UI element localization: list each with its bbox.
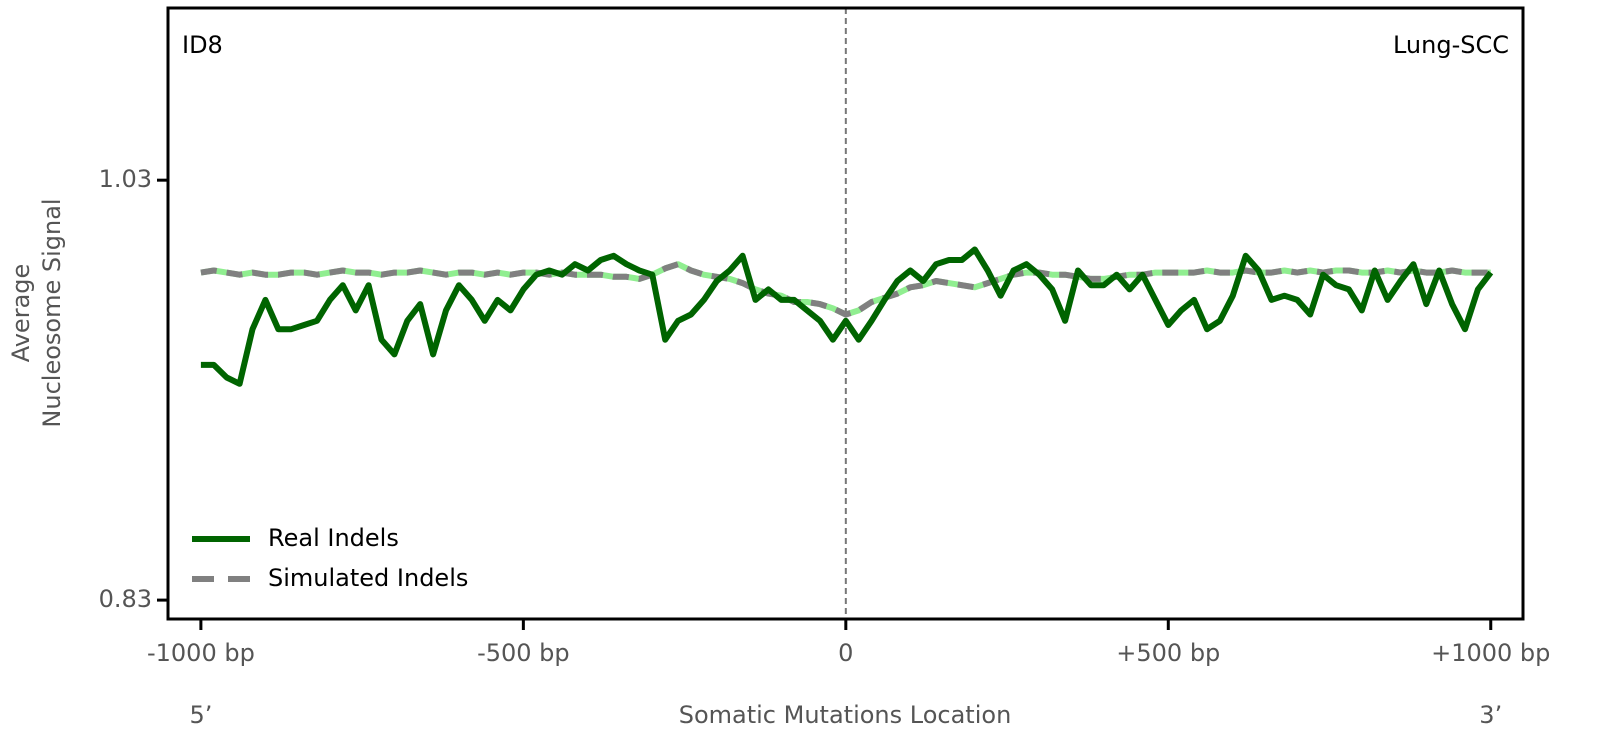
legend-label: Simulated Indels [268,564,468,592]
legend-label: Real Indels [268,524,399,552]
y-axis-label: Average [7,264,35,363]
y-tick-label: 1.03 [99,165,152,193]
strand-label: 3’ [1479,701,1502,729]
x-tick-label: -1000 bp [147,639,255,667]
y-axis-label: Nucleosome Signal [38,198,66,427]
plot-frame [166,6,1525,621]
x-tick-label: +1000 bp [1431,639,1550,667]
x-tick-label: +500 bp [1116,639,1220,667]
panel-label: ID8 [182,31,223,59]
line [200,261,1491,318]
x-tick-label: 0 [838,639,853,667]
strand-label: 5’ [189,701,212,729]
y-tick-label: 0.83 [99,585,152,613]
cancer-type: Lung-SCC [1393,31,1509,59]
x-axis-label: Somatic Mutations Location [679,701,1012,729]
x-tick-label: -500 bp [477,639,570,667]
line [200,246,1494,387]
